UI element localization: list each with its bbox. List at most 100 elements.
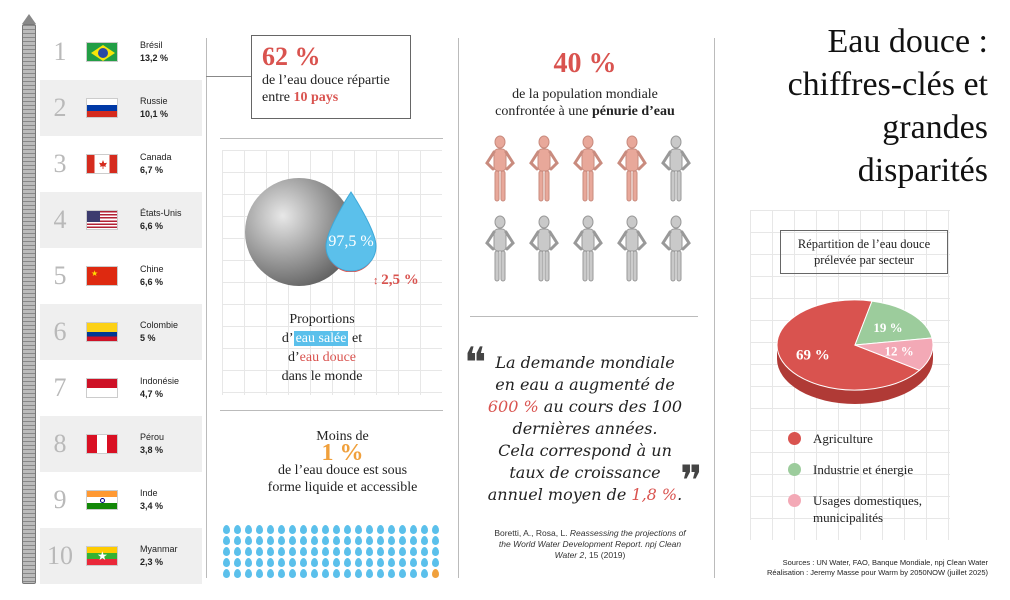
mini-drop-icon xyxy=(300,536,307,545)
rank-info: Myanmar 2,3 % xyxy=(140,543,178,569)
mini-drop-icon xyxy=(366,569,373,578)
person-icon xyxy=(654,130,698,210)
section-divider xyxy=(470,316,698,317)
mini-drop-icon xyxy=(278,525,285,534)
mini-drop-icon xyxy=(344,547,351,556)
pie-label: 69 % xyxy=(796,348,830,364)
liquid-water-stat: Moins de 1 % de l’eau douce est sous for… xyxy=(250,428,435,496)
person-shortage-icon xyxy=(566,130,610,210)
pie-slice-agriculture xyxy=(776,299,921,391)
mini-drop-icon xyxy=(388,525,395,534)
mini-drop-icon xyxy=(234,525,241,534)
mini-drop-icon xyxy=(344,536,351,545)
quote-growth: 1,8 % xyxy=(631,485,678,504)
rank-row: 7 Indonésie 4,7 % xyxy=(40,360,202,416)
mini-drop-icon xyxy=(289,525,296,534)
stat-62-value: 62 % xyxy=(262,42,321,71)
liquid-water-value: 1 % xyxy=(321,440,364,466)
mini-drop-icon xyxy=(289,569,296,578)
person-icon xyxy=(654,210,698,290)
mini-drop-icon xyxy=(410,536,417,545)
rank-row: 3 Canada 6,7 % xyxy=(40,136,202,192)
rank-number: 6 xyxy=(53,317,67,346)
legend-dot-icon xyxy=(788,494,801,507)
country-name: Russie xyxy=(140,96,168,106)
pie-slice-industrie xyxy=(854,300,933,346)
india-flag-icon xyxy=(86,490,118,510)
legend-label: Industrie et énergie xyxy=(813,462,914,477)
mini-drop-icon xyxy=(355,569,362,578)
mini-drop-icon xyxy=(223,558,230,567)
person-shortage-icon xyxy=(478,130,522,210)
rank-row: 10 ★ Myanmar 2,3 % xyxy=(40,528,202,584)
water-drops-grid xyxy=(222,524,442,580)
rank-number: 10 xyxy=(47,541,73,570)
indonesia-flag-icon xyxy=(86,378,118,398)
mini-drop-icon xyxy=(377,569,384,578)
country-ranking: 1 Brésil 13,2 % 2 Russie 10,1 % 3 Canada… xyxy=(40,24,202,584)
person-shortage-icon xyxy=(610,130,654,210)
rank-info: Pérou 3,8 % xyxy=(140,431,164,457)
mini-drop-icon xyxy=(388,558,395,567)
section-divider xyxy=(220,410,443,411)
country-name: Colombie xyxy=(140,320,179,330)
mini-drop-icon xyxy=(355,525,362,534)
rank-number: 2 xyxy=(53,93,67,122)
rank-number: 4 xyxy=(53,205,67,234)
legend-item: Industrie et énergie xyxy=(788,461,988,478)
mini-drop-icon xyxy=(278,547,285,556)
mini-drop-icon xyxy=(399,547,406,556)
pie-label: 19 % xyxy=(873,320,902,335)
country-name: Inde xyxy=(140,488,158,498)
mini-drop-icon xyxy=(256,536,263,545)
mini-drop-icon xyxy=(289,536,296,545)
mini-drop-icon xyxy=(421,536,428,545)
rank-info: Brésil 13,2 % xyxy=(140,39,168,65)
mini-drop-icon xyxy=(278,536,285,545)
mini-drop-icon xyxy=(432,558,439,567)
mini-drop-icon xyxy=(256,525,263,534)
rank-number: 3 xyxy=(53,149,67,178)
mini-drop-icon xyxy=(223,569,230,578)
mini-drop-icon xyxy=(267,536,274,545)
mini-drop-icon xyxy=(410,525,417,534)
mini-drop-icon xyxy=(234,558,241,567)
rank-row: 1 Brésil 13,2 % xyxy=(40,24,202,80)
mini-drop-icon xyxy=(366,558,373,567)
rank-info: Chine 6,6 % xyxy=(140,263,164,289)
mini-drop-icon xyxy=(344,569,351,578)
mini-drop-icon xyxy=(322,525,329,534)
rank-info: Colombie 5 % xyxy=(140,319,178,345)
water-drop-icon: 97,5 % xyxy=(325,191,377,272)
mini-drop-icon xyxy=(234,536,241,545)
mini-drop-icon xyxy=(421,558,428,567)
rank-row: 9 Inde 3,4 % xyxy=(40,472,202,528)
person-icon xyxy=(566,210,610,290)
china-flag-icon: ★ xyxy=(86,266,118,286)
proportions-caption: Proportions d’ eau salée et d’eau douce d… xyxy=(281,312,363,384)
country-pct: 2,3 % xyxy=(140,557,164,567)
legend-dot-icon xyxy=(788,463,801,476)
mini-drop-icon xyxy=(311,569,318,578)
country-name: Brésil xyxy=(140,40,163,50)
mini-drop-icon xyxy=(421,547,428,556)
mini-drop-icon xyxy=(355,558,362,567)
legend-item: Usages domestiques, municipalités xyxy=(788,492,988,526)
sector-pie-chart: 69 % 19 % 12 % xyxy=(776,299,934,404)
open-quote-icon: ❝ xyxy=(464,338,487,387)
rank-number: 5 xyxy=(53,261,67,290)
mini-drop-icon xyxy=(399,525,406,534)
mini-drop-icon xyxy=(223,547,230,556)
mini-drop-icon xyxy=(355,547,362,556)
pie-legend: Agriculture Industrie et énergie Usages do… xyxy=(788,430,988,540)
rank-row: 6 Colombie 5 % xyxy=(40,304,202,360)
mini-drop-icon xyxy=(333,569,340,578)
mini-drop-icon xyxy=(311,558,318,567)
column-divider xyxy=(714,38,715,578)
rank-number: 1 xyxy=(53,37,67,66)
quote-600: 600 % xyxy=(487,397,539,416)
mini-drop-icon xyxy=(245,547,252,556)
colombia-flag-icon xyxy=(86,322,118,342)
legend-label: Usages domestiques, municipalités xyxy=(813,493,923,525)
mini-drop-icon xyxy=(234,547,241,556)
